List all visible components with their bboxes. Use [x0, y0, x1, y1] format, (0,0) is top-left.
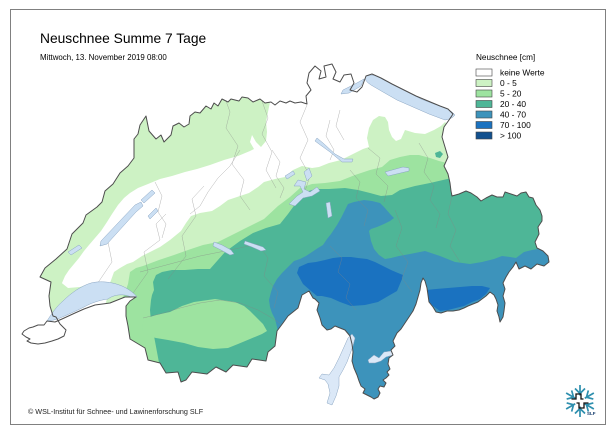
svg-text:keine Werte: keine Werte: [500, 67, 545, 77]
svg-text:Neuschnee [cm]: Neuschnee [cm]: [476, 53, 535, 62]
svg-text:> 100: > 100: [500, 130, 522, 140]
svg-text:© WSL-Institut für Schnee- und: © WSL-Institut für Schnee- und Lawinenfo…: [28, 407, 204, 416]
svg-text:5 - 20: 5 - 20: [500, 88, 522, 98]
svg-text:SLF: SLF: [587, 411, 596, 416]
svg-text:Neuschnee Summe 7 Tage: Neuschnee Summe 7 Tage: [40, 31, 207, 46]
svg-text:40 - 70: 40 - 70: [500, 109, 526, 119]
svg-text:Mittwoch, 13. November 2019 08: Mittwoch, 13. November 2019 08:00: [40, 53, 167, 62]
svg-text:0 - 5: 0 - 5: [500, 78, 517, 88]
svg-text:70 - 100: 70 - 100: [500, 120, 531, 130]
svg-text:20 - 40: 20 - 40: [500, 99, 526, 109]
